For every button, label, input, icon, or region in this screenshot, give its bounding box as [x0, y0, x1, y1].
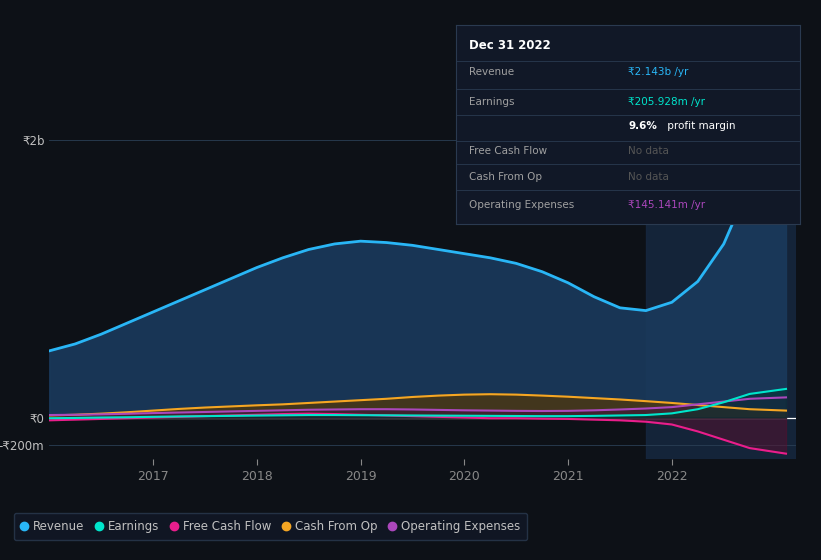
Text: 9.6%: 9.6% — [628, 120, 657, 130]
Text: Earnings: Earnings — [470, 97, 515, 107]
Text: ₹205.928m /yr: ₹205.928m /yr — [628, 97, 705, 107]
Text: Operating Expenses: Operating Expenses — [470, 200, 575, 210]
Text: No data: No data — [628, 147, 669, 156]
Text: ₹145.141m /yr: ₹145.141m /yr — [628, 200, 705, 210]
Text: Free Cash Flow: Free Cash Flow — [470, 147, 548, 156]
Text: No data: No data — [628, 172, 669, 183]
Text: ₹2.143b /yr: ₹2.143b /yr — [628, 67, 689, 77]
Text: profit margin: profit margin — [664, 120, 736, 130]
Bar — [646, 112, 796, 459]
Text: Dec 31 2022: Dec 31 2022 — [470, 39, 551, 52]
Text: Cash From Op: Cash From Op — [470, 172, 543, 183]
Text: Revenue: Revenue — [470, 67, 515, 77]
Legend: Revenue, Earnings, Free Cash Flow, Cash From Op, Operating Expenses: Revenue, Earnings, Free Cash Flow, Cash … — [14, 513, 527, 540]
